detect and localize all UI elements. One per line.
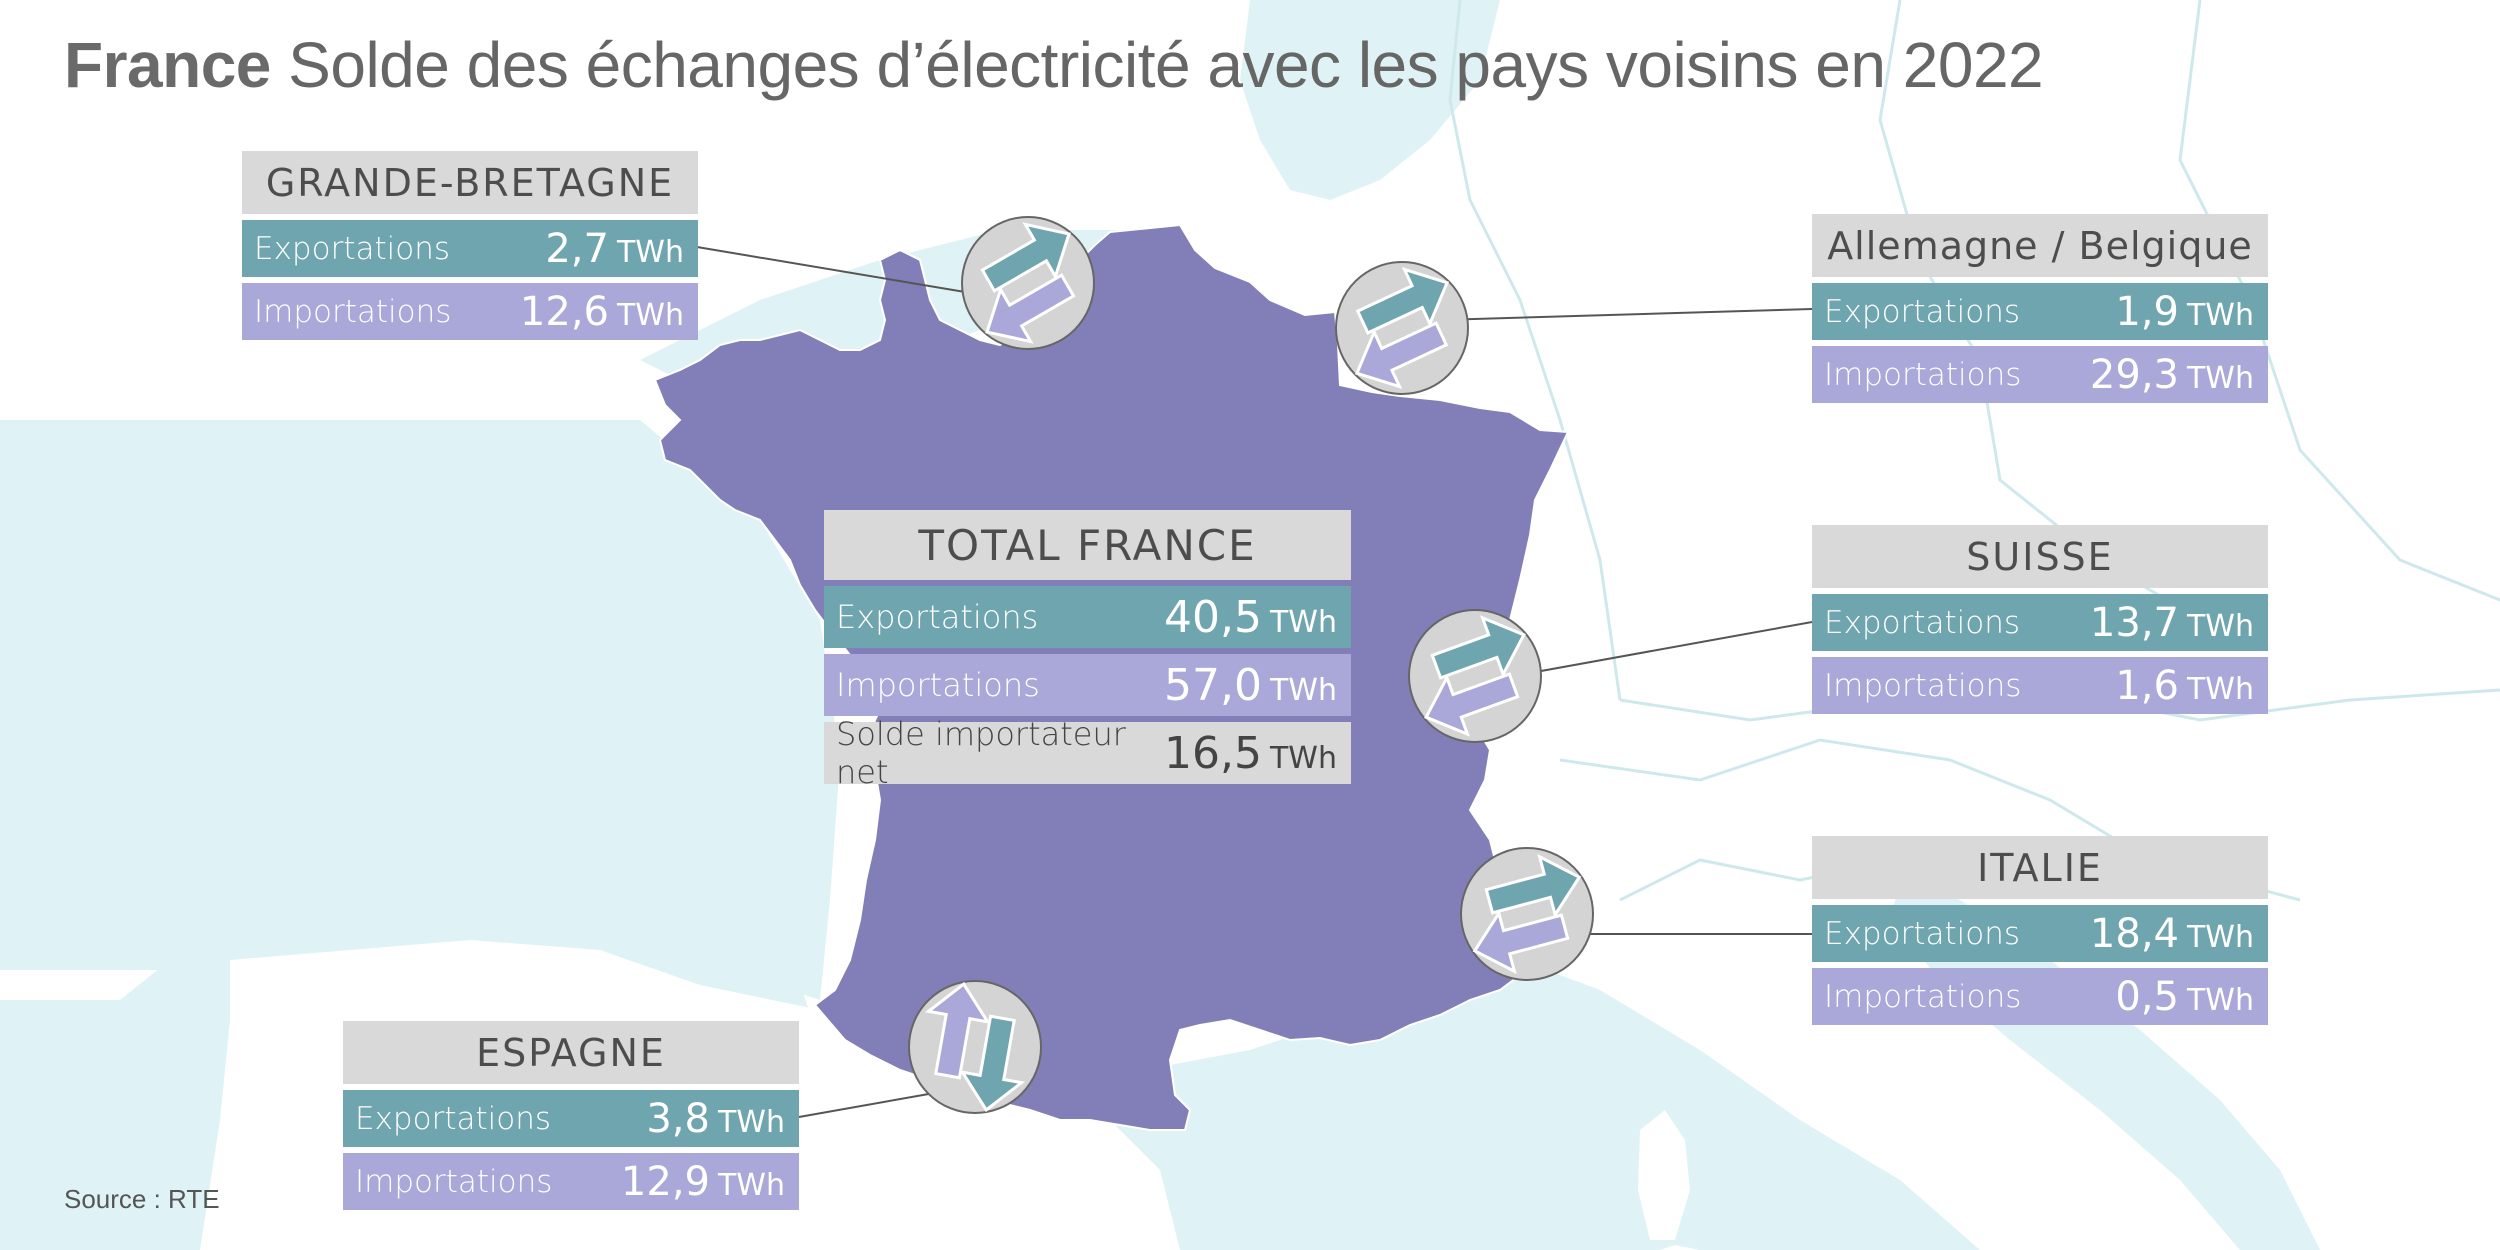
total-net-value: 16,5 [1164,727,1262,779]
source-note: Source : RTE [64,1184,220,1214]
exports-row: Exportations 3,8 TWh [343,1090,799,1147]
exchange-circle [1408,609,1542,743]
unit-label: TWh [616,234,684,270]
total-exports-row: Exportations 40,5 TWh [824,586,1351,648]
imports-value: 12,9 [620,1158,710,1205]
unit-label: TWh [2186,671,2254,707]
corsica [1638,1110,1690,1240]
neighbor-box-it: ITALIE Exportations 18,4 TWh Importations… [1812,836,2268,1025]
total-net-row: Solde importateur net 16,5 TWh [824,715,1351,791]
exports-row: Exportations 2,7 TWh [242,220,698,277]
neighbor-name: Allemagne / Belgique [1812,214,2268,277]
exports-value: 2,7 [545,225,609,272]
exports-label: Exportations [254,230,451,267]
exports-label: Exportations [836,598,1039,636]
imports-row: Importations 1,6 TWh [1812,657,2268,714]
unit-label: TWh [1269,672,1337,708]
unit-label: TWh [717,1167,785,1203]
exchange-circle [1460,847,1594,981]
exports-value: 3,8 [646,1095,710,1142]
sardinia [1660,1245,1700,1250]
total-title: TOTAL FRANCE [824,510,1351,580]
imports-label: Importations [1824,356,2022,393]
imports-value: 1,6 [2115,662,2179,709]
neighbor-box-es: ESPAGNE Exportations 3,8 TWh Importations… [343,1021,799,1210]
neighbor-name: GRANDE-BRETAGNE [242,151,698,214]
total-imports-value: 57,0 [1164,659,1262,711]
neighbor-box-gb: GRANDE-BRETAGNE Exportations 2,7 TWh Impo… [242,151,698,340]
exchange-arrows-icon-it [1460,847,1594,981]
import-arrow-icon [1354,321,1449,389]
imports-value: 12,6 [519,288,609,335]
imports-row: Importations 12,9 TWh [343,1153,799,1210]
import-arrow-icon [985,273,1076,344]
net-label: Solde importateur net [836,715,1126,791]
exports-label: Exportations [1824,604,2021,641]
imports-row: Importations 0,5 TWh [1812,968,2268,1025]
total-imports-row: Importations 57,0 TWh [824,654,1351,716]
imports-row: Importations 12,6 TWh [242,283,698,340]
title-country: France [64,29,271,101]
atlantic-bay [0,420,840,1000]
exports-value: 1,9 [2115,288,2179,335]
exports-row: Exportations 18,4 TWh [1812,905,2268,962]
unit-label: TWh [2186,297,2254,333]
exchange-circle [961,216,1095,350]
imports-label: Importations [254,293,452,330]
title-text: Solde des échanges d’électricité avec le… [288,29,2044,101]
exports-value: 13,7 [2089,599,2179,646]
export-arrow-icon [959,1014,1026,1113]
neighbor-name: SUISSE [1812,525,2268,588]
north-sea [1240,0,1500,200]
total-france-box: TOTAL FRANCE Exportations 40,5 TWh Import… [824,510,1351,791]
unit-label: TWh [616,297,684,333]
total-exports-value: 40,5 [1164,591,1262,643]
unit-label: TWh [717,1104,785,1140]
imports-label: Importations [1824,978,2022,1015]
exports-label: Exportations [1824,915,2021,952]
exports-label: Exportations [355,1100,552,1137]
exports-label: Exportations [1824,293,2021,330]
import-arrow-icon [1472,909,1570,975]
neighbor-name: ITALIE [1812,836,2268,899]
neighbor-box-ch: SUISSE Exportations 13,7 TWh Importations… [1812,525,2268,714]
unit-label: TWh [2186,360,2254,396]
exchange-arrows-icon-gb [961,216,1095,350]
export-arrow-icon [980,222,1071,293]
exports-value: 18,4 [2089,910,2179,957]
import-arrow-icon [1424,672,1520,737]
exports-row: Exportations 13,7 TWh [1812,594,2268,651]
connector-lines [696,246,1813,1118]
export-arrow-icon [1355,267,1450,335]
export-arrow-icon [1430,615,1526,680]
import-arrow-icon [924,981,991,1080]
exchange-arrows-icon-es [908,980,1042,1114]
imports-value: 0,5 [2115,973,2179,1020]
exchange-arrows-icon-ch [1408,609,1542,743]
page-title: France Solde des échanges d’électricité … [64,28,2044,102]
exchange-arrows-icon-de-be [1335,261,1469,395]
unit-label: TWh [2186,608,2254,644]
imports-row: Importations 29,3 TWh [1812,346,2268,403]
unit-label: TWh [2186,982,2254,1018]
neighbor-box-de-be: Allemagne / Belgique Exportations 1,9 TWh… [1812,214,2268,403]
imports-label: Importations [836,666,1040,704]
export-arrow-icon [1484,853,1582,919]
imports-label: Importations [1824,667,2022,704]
neighbor-name: ESPAGNE [343,1021,799,1084]
imports-label: Importations [355,1163,553,1200]
unit-label: TWh [1269,740,1337,776]
unit-label: TWh [1269,604,1337,640]
unit-label: TWh [2186,919,2254,955]
exports-row: Exportations 1,9 TWh [1812,283,2268,340]
imports-value: 29,3 [2089,351,2179,398]
